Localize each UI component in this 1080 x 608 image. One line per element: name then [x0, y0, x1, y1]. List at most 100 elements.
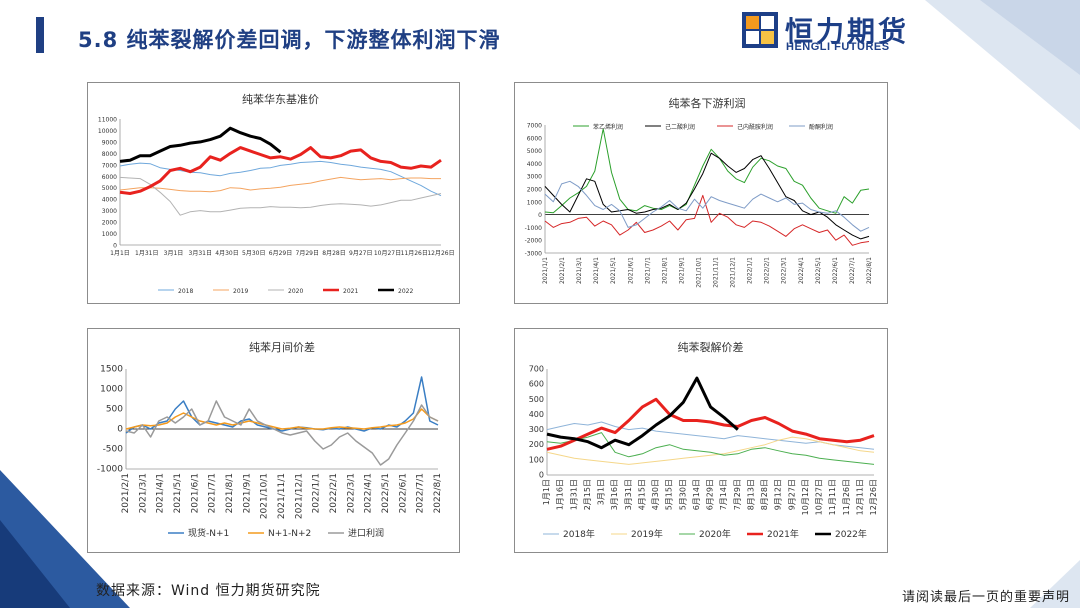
y-tick-label: 500: [529, 395, 544, 404]
x-tick-label: 2022/4/1: [798, 257, 805, 284]
x-tick-label: 2021/12/1: [294, 473, 304, 519]
series-line: [119, 176, 441, 193]
legend-label: 2020: [288, 288, 303, 295]
legend-label: 2022: [398, 288, 413, 295]
y-tick-label: 6000: [527, 135, 542, 142]
y-tick-label: -3000: [525, 251, 543, 258]
y-tick-label: 6000: [102, 174, 117, 181]
x-tick-label: 2022/6/1: [398, 473, 408, 513]
legend-label: 2019: [233, 288, 248, 295]
chart-title: 纯苯裂解价差: [678, 340, 744, 354]
chart-title: 纯苯各下游利润: [669, 96, 746, 110]
x-tick-label: 2021/7/1: [644, 257, 651, 284]
x-tick-label: 2022/7/1: [849, 257, 856, 284]
x-tick-label: 2021/3/1: [576, 257, 583, 284]
y-tick-label: 11000: [98, 117, 117, 124]
legend-label: N+1-N+2: [268, 529, 311, 539]
x-tick-label: 5月30日: [242, 250, 265, 257]
x-tick-label: 2021/8/1: [661, 257, 668, 284]
x-tick-label: 7月29日: [733, 479, 742, 510]
x-tick-label: 2022/6/1: [832, 257, 839, 284]
legend-label: 苯乙烯利润: [593, 123, 623, 131]
legend-label: 己内酰胺利润: [737, 123, 773, 131]
legend-label: 2021: [343, 288, 358, 295]
y-tick-label: 700: [529, 365, 544, 374]
legend-label: 进口利润: [348, 527, 384, 539]
y-tick-label: 600: [529, 380, 544, 389]
legend-label: 2018: [178, 288, 193, 295]
x-tick-label: 2021/7/1: [208, 473, 218, 513]
title-accent-bar: [36, 17, 44, 53]
x-tick-label: 3月16日: [610, 479, 619, 510]
x-tick-label: 1月1日: [110, 250, 130, 257]
x-tick-label: 2021/1/1: [542, 257, 549, 284]
y-tick-label: 2000: [527, 187, 542, 194]
y-tick-label: 500: [106, 405, 123, 415]
chart-panel-2: 纯苯各下游利润 -3000 -2000 -1000 0 1000 2000 3000 4000 5…: [514, 82, 888, 304]
x-tick-label: 2月15日: [583, 479, 592, 510]
page-title: 5.8 纯苯裂解价差回调，下游整体利润下滑: [78, 28, 501, 52]
x-tick-label: 11月26日: [401, 250, 428, 257]
x-tick-label: 1月16日: [556, 479, 565, 510]
y-tick-label: 9000: [102, 139, 117, 146]
x-tick-label: 2021/9/1: [242, 473, 252, 513]
y-tick-label: 10000: [98, 128, 117, 135]
x-tick-label: 12月11日: [855, 479, 864, 515]
x-tick-label: 12月26日: [427, 250, 454, 257]
y-tick-label: 1000: [527, 199, 542, 206]
series-line: [125, 408, 439, 430]
series-line: [544, 194, 870, 246]
x-tick-label: 10月12日: [801, 479, 810, 515]
x-tick-label: 2022/2/1: [764, 257, 771, 284]
x-tick-label: 2022/2/1: [329, 473, 339, 513]
series-line: [546, 397, 875, 451]
series-line: [546, 376, 739, 450]
legend-label: 酚酮利润: [809, 123, 833, 131]
y-tick-label: -500: [103, 445, 124, 455]
x-tick-label: 2022/5/1: [815, 257, 822, 284]
series-line: [119, 176, 442, 216]
y-tick-label: 1000: [100, 385, 123, 395]
y-tick-label: 0: [539, 471, 544, 480]
x-tick-label: 4月15日: [637, 479, 646, 510]
chart-east-china-price: 纯苯华东基准价 0 1000 2000 3000 4000 5000 6000 7000 8000…: [98, 92, 455, 295]
y-tick-label: 0: [117, 425, 123, 435]
x-tick-label: 11月26日: [842, 479, 851, 515]
logo-text-cn: 恒力期货: [785, 15, 910, 48]
y-tick-label: 5000: [102, 185, 117, 192]
x-tick-label: 2022/1/1: [747, 257, 754, 284]
x-tick-label: 2021/6/1: [627, 257, 634, 284]
series-line: [544, 180, 870, 232]
series-line: [546, 432, 875, 465]
y-tick-label: 1500: [100, 365, 123, 375]
legend-label: 己二酸利润: [665, 123, 695, 131]
x-tick-label: 9月12日: [774, 479, 783, 510]
x-tick-label: 2021/2/1: [559, 257, 566, 284]
chart-panel-3: 纯苯月间价差 -1000 -500 0 500 1000 1500 2021/2/1 2021/…: [87, 328, 460, 553]
chart-downstream-profit: 纯苯各下游利润 -3000 -2000 -1000 0 1000 2000 3000 4000 5…: [525, 96, 873, 288]
x-tick-label: 8月28日: [322, 250, 345, 257]
x-tick-label: 3月1日: [597, 479, 606, 505]
logo-mark-icon: [742, 12, 778, 48]
chart-panel-1: 纯苯华东基准价 0 1000 2000 3000 4000 5000 6000 7000 8000…: [87, 82, 460, 304]
x-tick-label: 2021/12/1: [730, 257, 737, 288]
x-tick-label: 2021/6/1: [190, 473, 200, 513]
y-tick-label: 100: [529, 455, 544, 464]
legend-label: 现货-N+1: [188, 527, 229, 539]
y-tick-label: 200: [529, 440, 544, 449]
x-tick-label: 2021/9/1: [678, 257, 685, 284]
y-tick-label: 300: [529, 425, 544, 434]
chart-cracking-spread: 纯苯裂解价差 0 100 200 300 400 500 600 700 1月1日 1月16日 1月3…: [529, 340, 878, 540]
x-tick-label: 2022/4/1: [364, 473, 374, 513]
x-tick-label: 2021/11/1: [713, 257, 720, 288]
x-tick-label: 6月14日: [692, 479, 701, 510]
x-tick-label: 2022/8/1: [433, 473, 443, 513]
series-line: [544, 152, 870, 240]
x-tick-label: 6月29日: [706, 479, 715, 510]
y-tick-label: 7000: [102, 162, 117, 169]
x-tick-label: 8月13日: [746, 479, 755, 510]
legend-label: 2021年: [767, 528, 799, 540]
y-tick-label: -1000: [97, 465, 123, 475]
x-tick-label: 5月30日: [678, 479, 687, 510]
